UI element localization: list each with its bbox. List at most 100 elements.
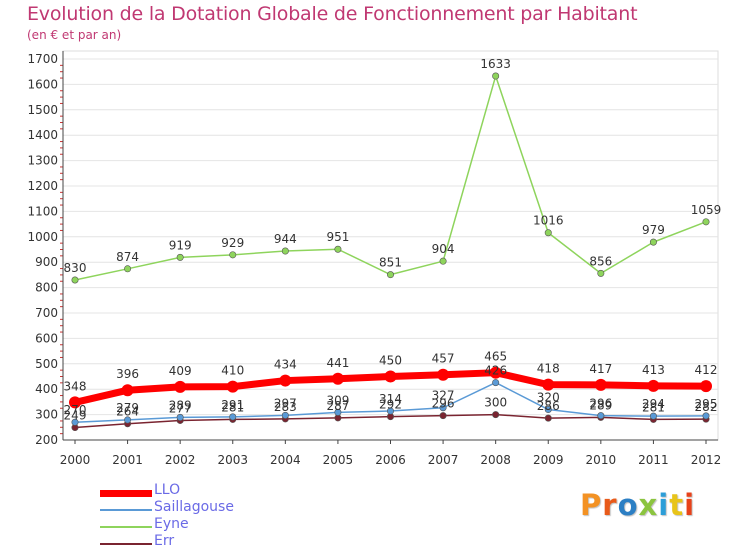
data-point-llo bbox=[700, 380, 712, 393]
x-tick-label: 2006 bbox=[375, 453, 406, 467]
data-point-err bbox=[439, 412, 447, 420]
data-point-saillagouse bbox=[492, 379, 500, 387]
legend-label: Eyne bbox=[154, 516, 189, 532]
data-point-eyne bbox=[544, 229, 552, 237]
data-label-saillagouse: 314 bbox=[379, 392, 402, 406]
y-tick-label: 1600 bbox=[27, 77, 58, 91]
y-tick-label: 500 bbox=[35, 357, 58, 371]
data-point-llo bbox=[331, 372, 344, 385]
y-tick-label: 1000 bbox=[27, 230, 58, 244]
data-label-err: 287 bbox=[326, 399, 349, 413]
x-tick-label: 2000 bbox=[60, 453, 91, 467]
data-point-saillagouse bbox=[544, 406, 552, 414]
data-label-err: 300 bbox=[484, 396, 507, 410]
data-label-eyne: 979 bbox=[642, 223, 665, 237]
legend-label: Err bbox=[154, 533, 175, 549]
data-point-eyne bbox=[176, 253, 184, 261]
logo-letter: o bbox=[617, 488, 639, 522]
data-label-llo: 410 bbox=[221, 364, 244, 378]
data-label-saillagouse: 309 bbox=[326, 393, 349, 407]
data-label-saillagouse: 296 bbox=[589, 397, 612, 411]
data-label-saillagouse: 327 bbox=[432, 389, 455, 403]
y-tick-label: 1500 bbox=[27, 103, 58, 117]
data-label-saillagouse: 295 bbox=[695, 397, 718, 411]
data-point-eyne bbox=[71, 276, 79, 284]
legend-swatch bbox=[100, 489, 152, 497]
data-point-llo bbox=[489, 366, 502, 379]
data-point-eyne bbox=[229, 251, 237, 259]
data-point-err bbox=[492, 411, 500, 419]
data-point-llo bbox=[121, 384, 134, 397]
y-tick-label: 1300 bbox=[27, 154, 58, 168]
data-label-saillagouse: 279 bbox=[116, 401, 139, 415]
data-point-saillagouse bbox=[124, 416, 132, 424]
x-tick-label: 2004 bbox=[270, 453, 301, 467]
data-label-eyne: 851 bbox=[379, 256, 402, 270]
proxiti-logo: Proxiti bbox=[580, 488, 695, 522]
x-tick-label: 2010 bbox=[586, 453, 617, 467]
data-label-eyne: 929 bbox=[221, 236, 244, 250]
logo-letter: i bbox=[684, 488, 696, 522]
data-label-llo: 412 bbox=[695, 363, 718, 377]
data-label-saillagouse: 294 bbox=[642, 397, 665, 411]
data-point-eyne bbox=[124, 265, 132, 273]
data-label-llo: 434 bbox=[274, 358, 297, 372]
data-label-llo: 413 bbox=[642, 363, 665, 377]
data-label-llo: 348 bbox=[64, 379, 87, 393]
data-label-saillagouse: 270 bbox=[64, 403, 87, 417]
y-tick-label: 900 bbox=[35, 255, 58, 269]
data-point-eyne bbox=[702, 218, 710, 226]
x-tick-label: 2002 bbox=[165, 453, 196, 467]
data-label-err: 282 bbox=[695, 400, 718, 414]
logo-letter: r bbox=[602, 488, 618, 522]
y-tick-label: 800 bbox=[35, 281, 58, 295]
data-point-saillagouse bbox=[176, 413, 184, 421]
data-point-eyne bbox=[334, 245, 342, 253]
legend-label: Saillagouse bbox=[154, 499, 234, 515]
y-tick-label: 1700 bbox=[27, 52, 58, 66]
data-point-llo bbox=[69, 396, 81, 409]
data-label-saillagouse: 426 bbox=[484, 364, 507, 378]
x-tick-label: 2012 bbox=[691, 453, 722, 467]
x-tick-label: 2007 bbox=[428, 453, 459, 467]
data-label-err: 281 bbox=[221, 400, 244, 414]
data-label-err: 277 bbox=[169, 401, 192, 415]
data-point-llo bbox=[594, 378, 607, 391]
data-label-llo: 450 bbox=[379, 354, 402, 368]
data-point-eyne bbox=[649, 238, 657, 246]
x-tick-label: 2003 bbox=[217, 453, 248, 467]
data-label-eyne: 1016 bbox=[533, 214, 564, 228]
data-point-llo bbox=[279, 374, 292, 387]
legend-swatch bbox=[100, 509, 152, 511]
data-label-err: 296 bbox=[432, 397, 455, 411]
data-point-saillagouse bbox=[439, 404, 447, 412]
data-label-llo: 465 bbox=[484, 350, 507, 364]
data-label-saillagouse: 297 bbox=[274, 396, 297, 410]
data-point-saillagouse bbox=[386, 407, 394, 415]
data-point-eyne bbox=[386, 271, 394, 279]
data-point-saillagouse bbox=[334, 408, 342, 416]
data-label-llo: 409 bbox=[169, 364, 192, 378]
data-point-llo bbox=[542, 378, 555, 391]
data-label-err: 292 bbox=[379, 398, 402, 412]
data-label-err: 264 bbox=[116, 405, 139, 419]
data-label-eyne: 1059 bbox=[691, 203, 722, 217]
data-point-saillagouse bbox=[281, 411, 289, 419]
logo-letter: P bbox=[580, 488, 603, 522]
data-point-llo bbox=[384, 370, 397, 383]
chart-subtitle: (en € et par an) bbox=[27, 28, 122, 42]
data-point-saillagouse bbox=[229, 413, 237, 421]
data-point-llo bbox=[226, 380, 239, 393]
data-label-err: 289 bbox=[589, 398, 612, 412]
data-label-saillagouse: 320 bbox=[537, 391, 560, 405]
data-label-eyne: 856 bbox=[589, 254, 612, 268]
data-label-llo: 396 bbox=[116, 367, 139, 381]
y-tick-label: 1400 bbox=[27, 128, 58, 142]
data-label-llo: 417 bbox=[589, 362, 612, 376]
data-label-llo: 457 bbox=[432, 352, 455, 366]
data-label-llo: 441 bbox=[326, 356, 349, 370]
y-tick-label: 200 bbox=[35, 433, 58, 447]
y-tick-label: 600 bbox=[35, 331, 58, 345]
data-point-eyne bbox=[439, 257, 447, 265]
